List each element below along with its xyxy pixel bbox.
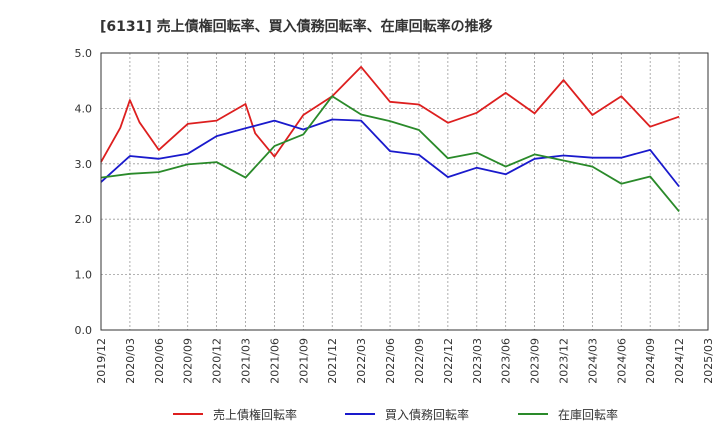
x-tick-label: 2021/12 — [326, 338, 339, 384]
x-tick-label: 2020/09 — [182, 338, 195, 384]
x-tick-label: 2023/06 — [500, 338, 513, 384]
y-tick-label: 3.0 — [75, 158, 93, 171]
y-axis-ticks: 0.0 1.0 2.0 3.0 4.0 5.0 — [75, 47, 93, 337]
x-tick-label: 2025/03 — [702, 338, 715, 384]
y-tick-label: 5.0 — [75, 47, 93, 60]
legend: 売上債権回転率 買入債務回転率 在庫回転率 — [173, 407, 618, 422]
legend-label-2: 買入債務回転率 — [385, 407, 469, 422]
series-line-3 — [100, 95, 680, 212]
x-tick-label: 2020/03 — [124, 338, 137, 384]
x-tick-label: 2023/12 — [557, 338, 570, 384]
x-tick-label: 2022/12 — [442, 338, 455, 384]
y-tick-label: 4.0 — [75, 102, 93, 115]
y-tick-label: 2.0 — [75, 213, 93, 226]
x-tick-label: 2023/09 — [529, 338, 542, 384]
x-tick-label: 2019/12 — [95, 338, 108, 384]
x-tick-label: 2022/06 — [384, 338, 397, 384]
x-tick-label: 2021/03 — [240, 338, 253, 384]
x-tick-label: 2024/03 — [586, 338, 599, 384]
series-layer — [100, 66, 680, 212]
x-tick-label: 2021/06 — [268, 338, 281, 384]
y-tick-label: 0.0 — [75, 324, 93, 337]
series-line-1 — [100, 66, 680, 163]
chart-title: [6131] 売上債権回転率、買入債務回転率、在庫回転率の推移 — [100, 18, 493, 35]
x-tick-label: 2020/12 — [211, 338, 224, 384]
x-axis-ticks: 2019/12 2020/03 2020/06 2020/09 2020/12 2021/… — [95, 338, 715, 384]
x-tick-label: 2022/03 — [355, 338, 368, 384]
x-tick-label: 2024/12 — [673, 338, 686, 384]
x-tick-label: 2024/09 — [644, 338, 657, 384]
x-tick-label: 2024/06 — [615, 338, 628, 384]
plot-frame — [100, 52, 709, 331]
legend-label-3: 在庫回転率 — [558, 407, 618, 422]
x-tick-label: 2021/09 — [297, 338, 310, 384]
series-line-2 — [100, 118, 680, 188]
x-tick-label: 2022/09 — [413, 338, 426, 384]
x-tick-label: 2023/03 — [471, 338, 484, 384]
grid-layer — [101, 53, 708, 330]
legend-label-1: 売上債権回転率 — [213, 407, 297, 422]
x-tick-label: 2020/06 — [153, 338, 166, 384]
y-tick-label: 1.0 — [75, 269, 93, 282]
